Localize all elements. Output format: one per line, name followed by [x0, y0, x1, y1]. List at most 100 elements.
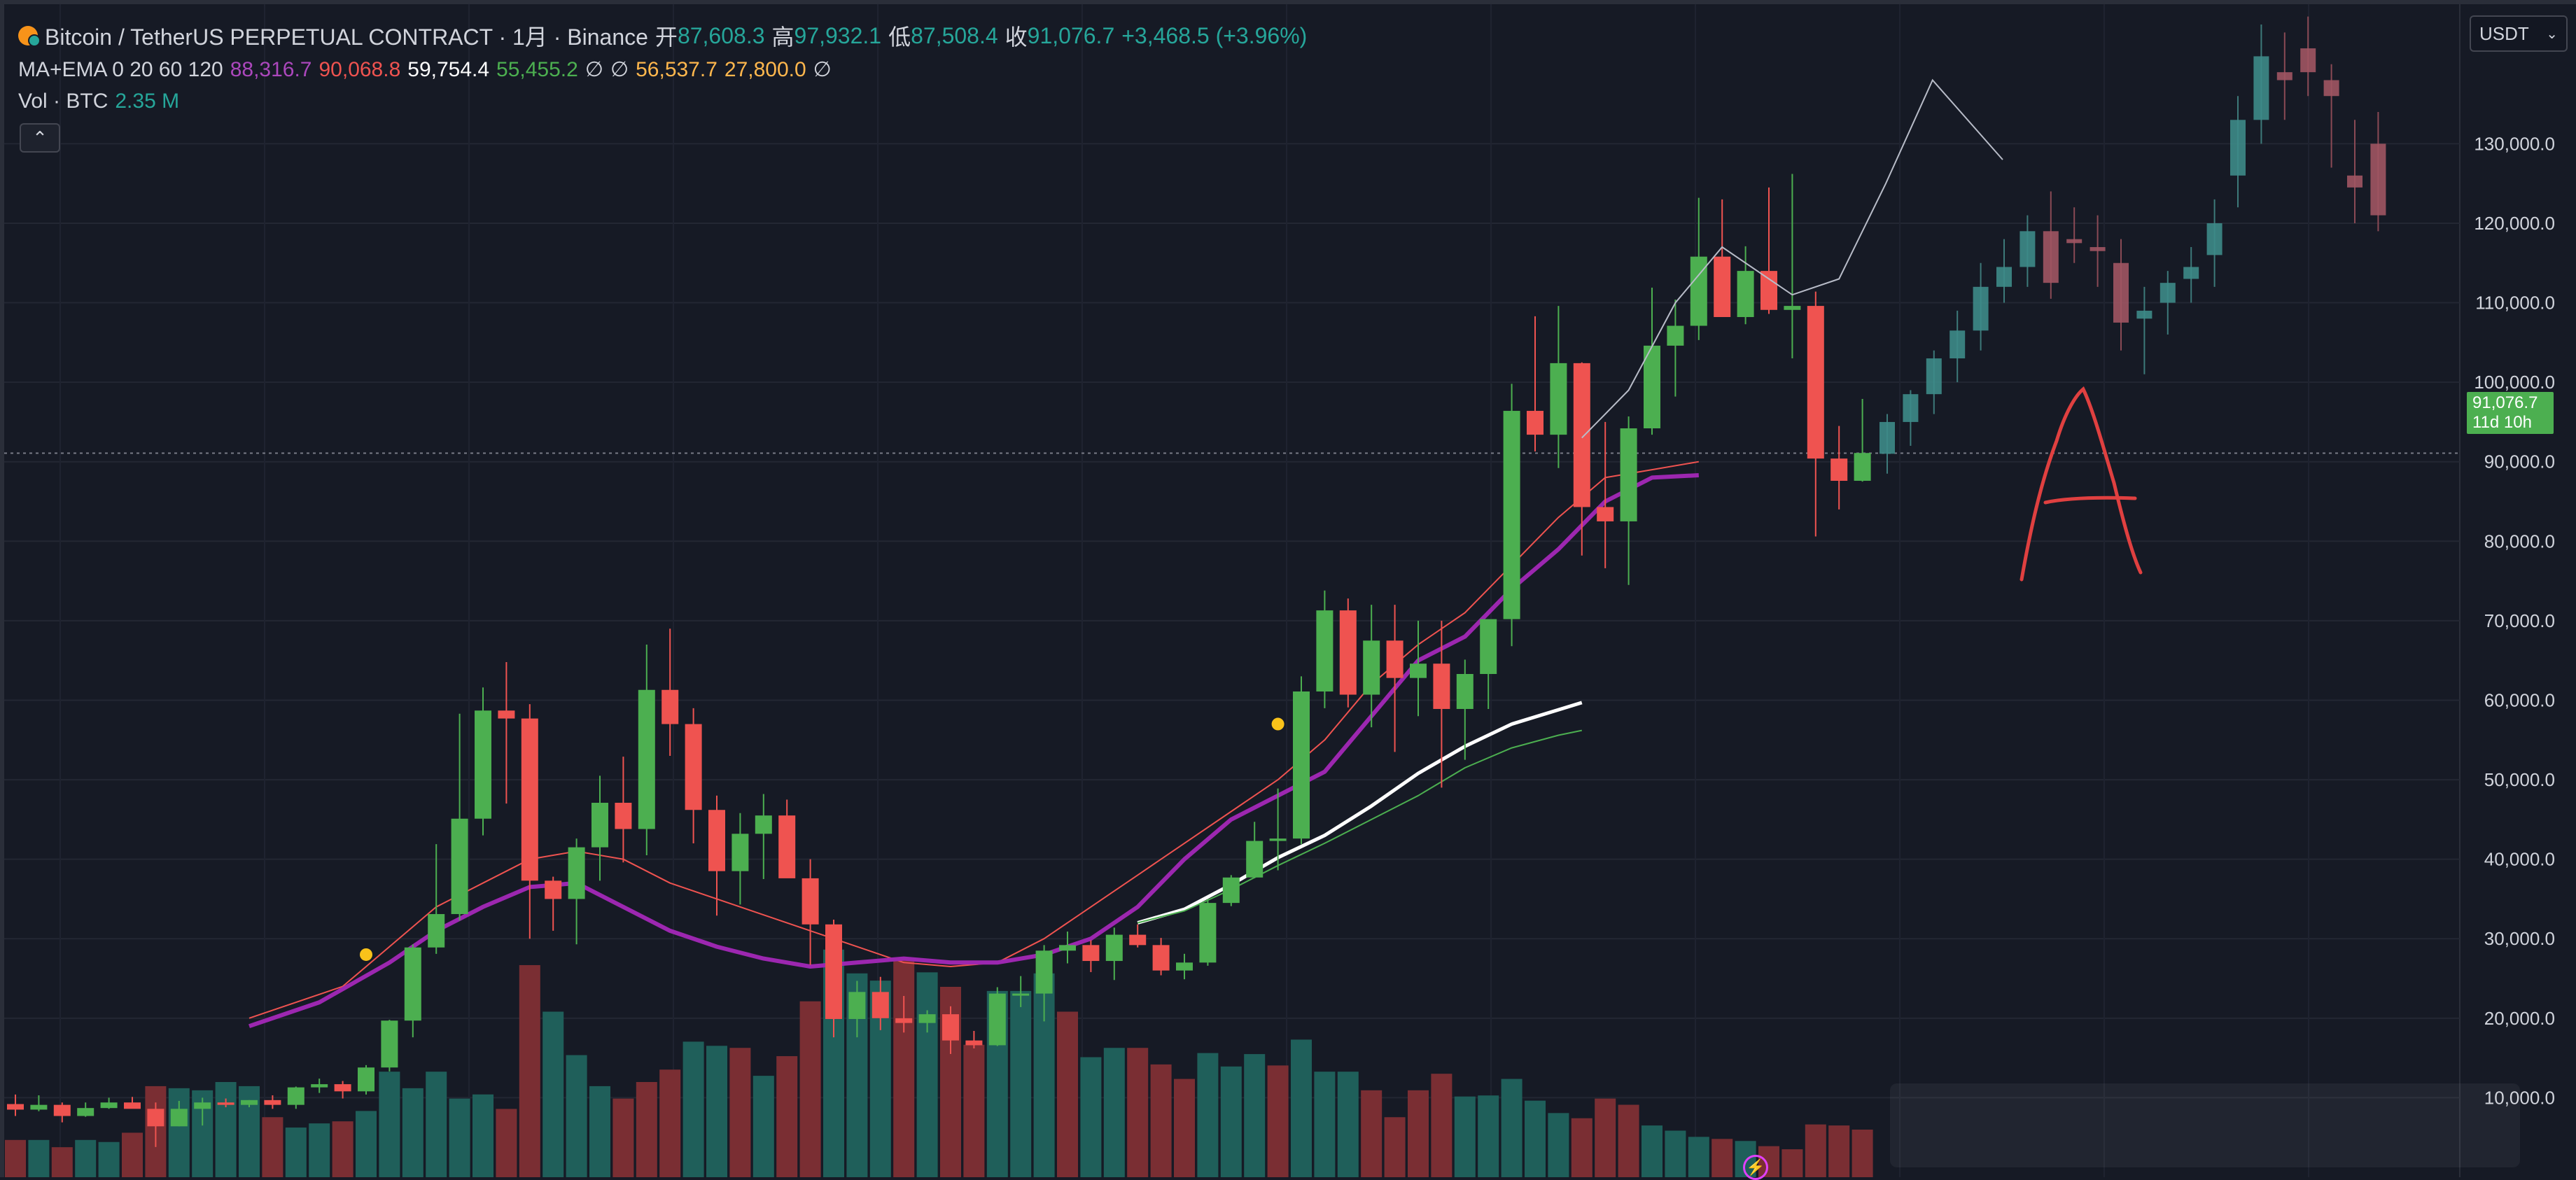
- volume-bar: [659, 1069, 681, 1177]
- candle-body: [592, 803, 608, 848]
- indicator-value-3: 59,754.4: [407, 57, 490, 81]
- candle-body: [848, 992, 866, 1019]
- candle-body: [685, 724, 702, 810]
- candle-body: [521, 718, 538, 881]
- volume-bar: [682, 1041, 704, 1177]
- volume-bar: [1080, 1057, 1102, 1177]
- candle-body: [1550, 363, 1567, 435]
- candle-body: [545, 880, 562, 899]
- candle-body: [1854, 453, 1871, 481]
- candle-body: [53, 1104, 71, 1116]
- y-tick-label: 20,000.0: [2484, 1008, 2555, 1029]
- candle-body: [1667, 325, 1684, 346]
- candle-body: [147, 1109, 164, 1127]
- top-border: [0, 0, 2576, 4]
- volume-bar: [426, 1072, 447, 1177]
- projection-candle-body: [2300, 48, 2316, 73]
- volume-bar: [1688, 1137, 1709, 1177]
- volume-bar: [1501, 1079, 1522, 1177]
- candle-body: [77, 1108, 94, 1116]
- chevron-down-icon: ⌄: [2546, 26, 2558, 42]
- candle-body: [802, 878, 819, 925]
- volume-bar: [1244, 1054, 1266, 1177]
- candle-body: [1386, 640, 1404, 678]
- volume-bar: [1150, 1064, 1172, 1177]
- currency-value: USDT: [2479, 22, 2529, 44]
- volume-bar: [1408, 1090, 1429, 1177]
- volume-bar: [1384, 1117, 1406, 1177]
- volume-bar: [893, 960, 915, 1177]
- volume-bar: [496, 1109, 517, 1177]
- candle-body: [872, 992, 889, 1018]
- projection-candle-body: [1903, 394, 1919, 422]
- candle-body: [194, 1102, 211, 1109]
- candle-body: [1573, 363, 1590, 507]
- volume-bar: [356, 1111, 377, 1177]
- empty-value-icon: ∅: [584, 58, 603, 81]
- candle-body: [1105, 934, 1123, 962]
- annotation-letter-a-crossbar: [2043, 496, 2137, 505]
- volume-bar: [1828, 1125, 1850, 1177]
- indicator-label[interactable]: MA+EMA 0 20 60 120: [18, 57, 223, 81]
- volume-bar: [799, 1001, 821, 1177]
- volume-bar: [1478, 1095, 1499, 1177]
- candle-body: [895, 1018, 913, 1023]
- candle-body: [755, 815, 772, 834]
- projection-candle-body: [2323, 80, 2339, 97]
- candle-body: [942, 1014, 959, 1041]
- projection-candle-body: [1949, 330, 1966, 359]
- candle-body: [475, 710, 491, 819]
- volume-bar: [98, 1142, 120, 1177]
- volume-bar: [1197, 1053, 1219, 1177]
- candle-body: [1597, 507, 1614, 521]
- signal-marker: [360, 948, 372, 961]
- volume-bar: [1314, 1072, 1336, 1177]
- candle-body: [1035, 950, 1053, 994]
- y-tick-label: 130,000.0: [2474, 133, 2555, 154]
- candle-body: [428, 914, 445, 948]
- volume-bar: [612, 1098, 634, 1177]
- volume-bar: [1220, 1066, 1242, 1177]
- indicator-value-4: 55,455.2: [496, 57, 578, 81]
- candle-body: [732, 834, 749, 871]
- currency-select[interactable]: USDT ⌄: [2470, 15, 2568, 52]
- low-value: 87,508.4: [911, 22, 998, 48]
- volume-bar: [1782, 1149, 1803, 1177]
- symbol-title[interactable]: Bitcoin / TetherUS PERPETUAL CONTRACT · …: [45, 24, 648, 50]
- y-tick-label: 60,000.0: [2484, 689, 2555, 710]
- volume-label[interactable]: Vol · BTC: [18, 90, 108, 113]
- candle-body: [1456, 673, 1474, 709]
- volume-bar: [1057, 1011, 1078, 1177]
- projection-candle-body: [2370, 143, 2386, 216]
- candle-body: [1830, 458, 1848, 481]
- volume-bar: [1595, 1098, 1616, 1177]
- y-tick-label: 110,000.0: [2475, 293, 2555, 314]
- indicator-legend[interactable]: MA+EMA 0 20 60 120 88,316.7 90,068.8 59,…: [18, 57, 839, 82]
- projection-candle-body: [1973, 286, 1989, 331]
- y-tick-label: 10,000.0: [2484, 1087, 2555, 1108]
- candle-body: [217, 1102, 234, 1105]
- candle-body: [287, 1087, 304, 1105]
- bar-countdown: 11d 10h: [2472, 413, 2532, 432]
- candle-body: [988, 993, 1006, 1046]
- candle-body: [918, 1014, 936, 1023]
- indicator-value-5: 56,537.7: [636, 57, 718, 81]
- y-tick-label: 100,000.0: [2474, 372, 2555, 393]
- projection-candle-body: [2160, 283, 2176, 303]
- y-tick-label: 70,000.0: [2484, 610, 2555, 631]
- lightning-icon[interactable]: ⚡: [1743, 1155, 1768, 1180]
- projection-candle-body: [2347, 175, 2362, 188]
- projection-candle-body: [2276, 72, 2292, 80]
- volume-legend[interactable]: Vol · BTC 2.35 M: [18, 90, 186, 113]
- volume-bar: [1642, 1125, 1662, 1177]
- candle-body: [1737, 271, 1754, 317]
- volume-bar: [472, 1094, 493, 1177]
- ma-green-line: [1137, 729, 1583, 924]
- collapse-legend-button[interactable]: ⌃: [20, 123, 60, 153]
- projection-candle-body: [2206, 223, 2222, 255]
- close-label: 收: [1004, 24, 1028, 50]
- y-tick-label: 30,000.0: [2484, 928, 2555, 949]
- ma-white-line: [1137, 701, 1583, 925]
